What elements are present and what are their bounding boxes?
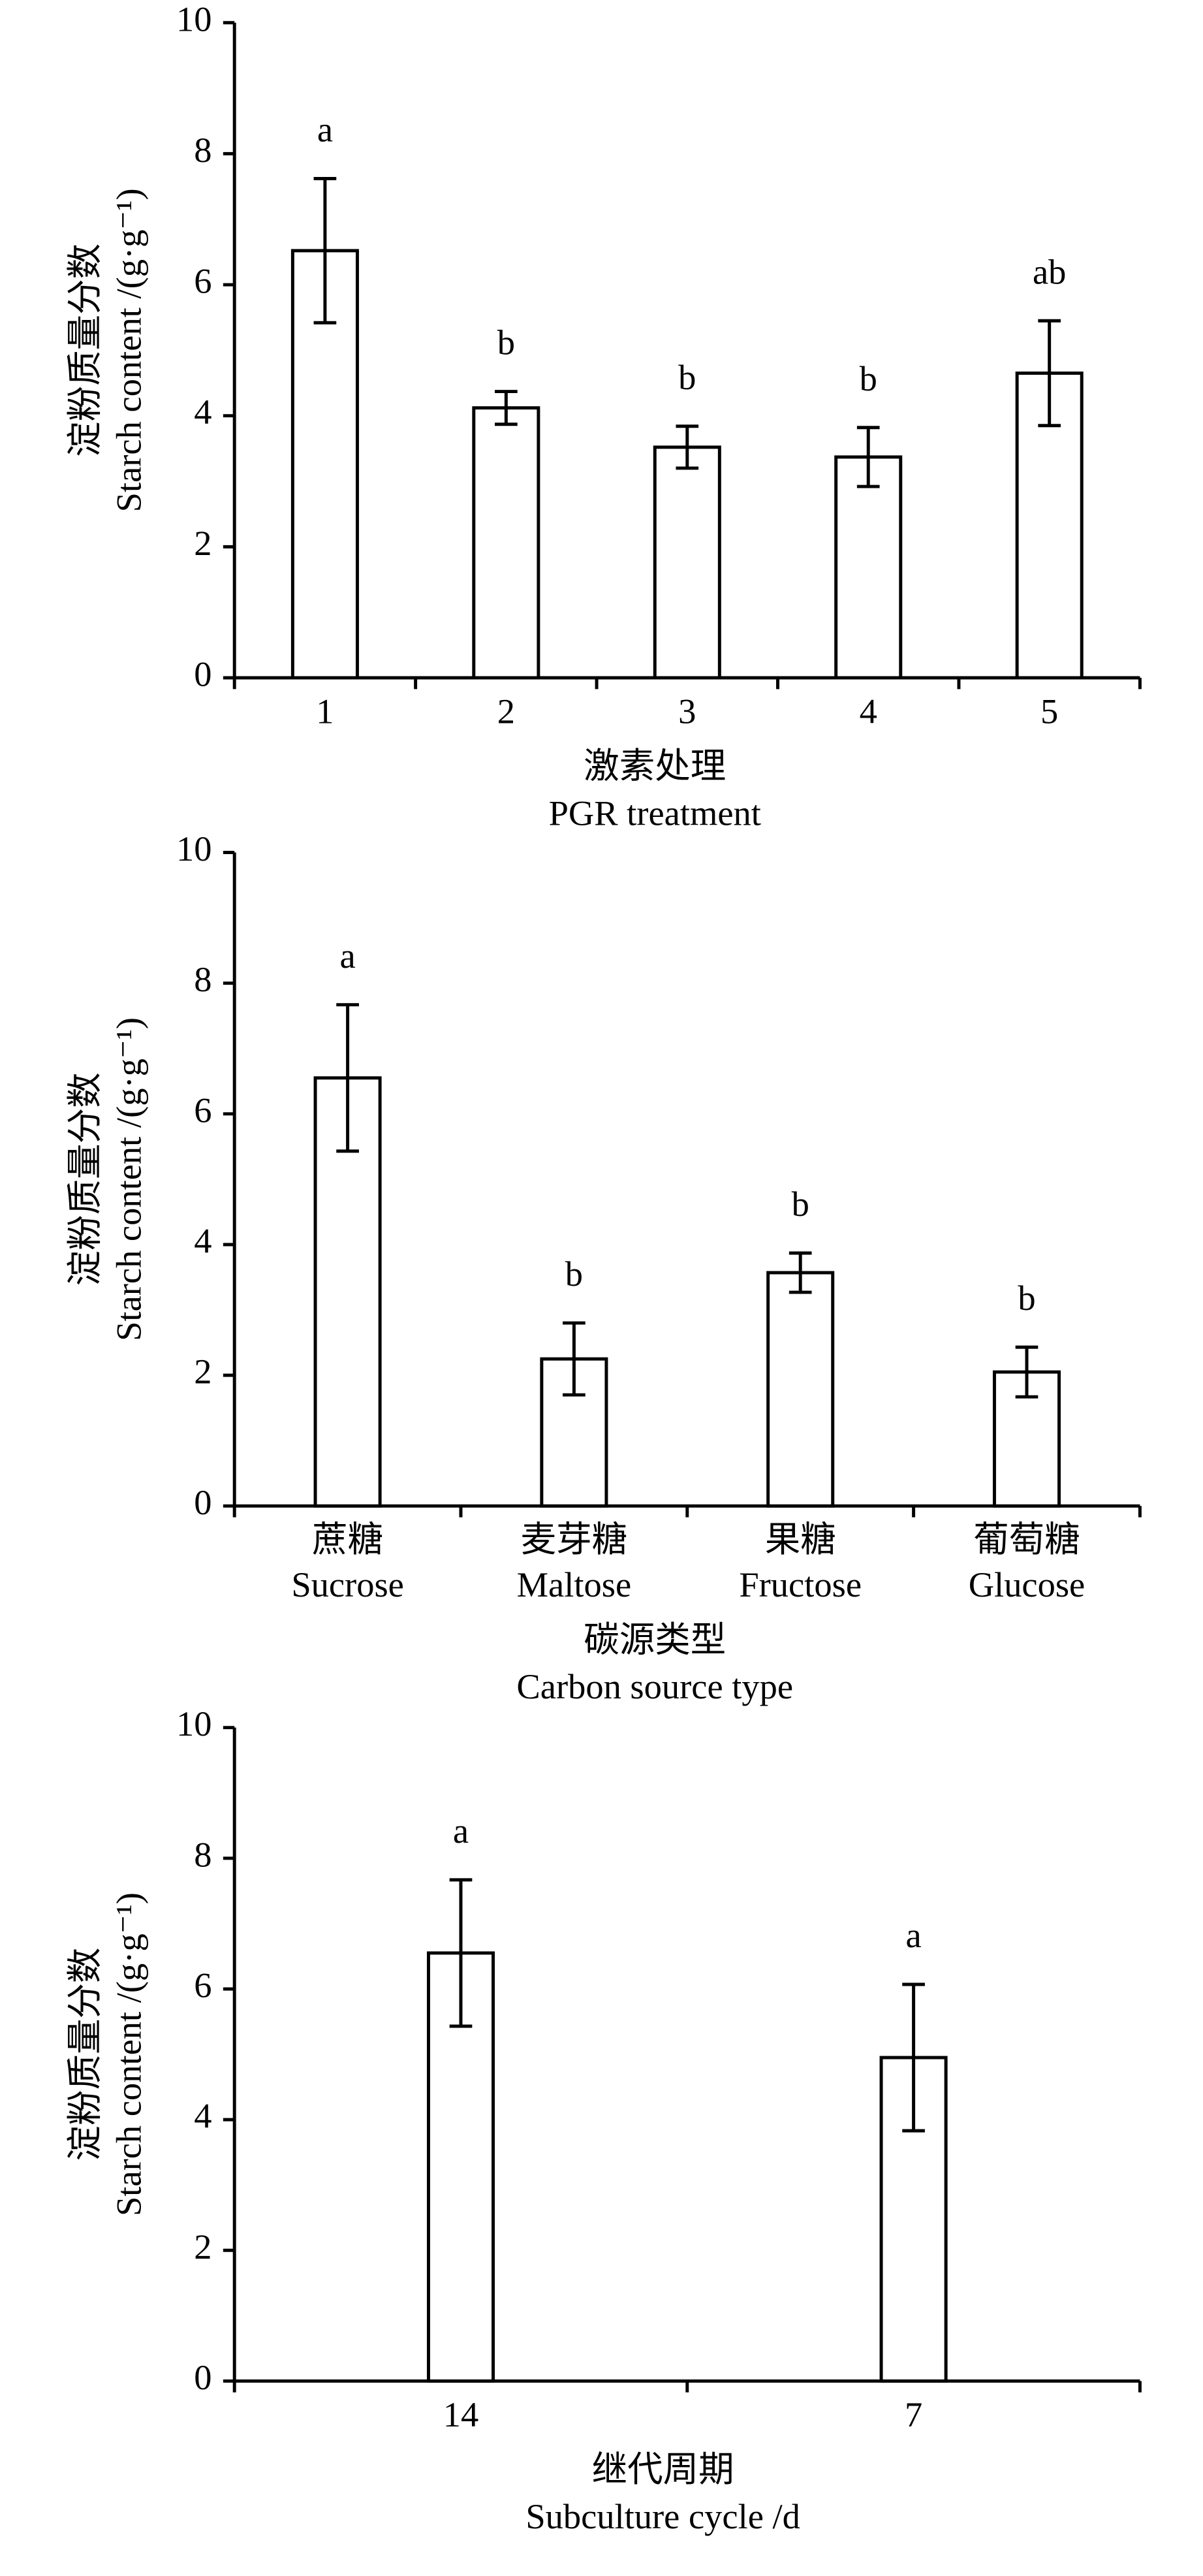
significance-label: b	[1018, 1278, 1035, 1318]
significance-label: a	[339, 936, 355, 976]
y-tick-label: 0	[194, 1482, 211, 1522]
x-tick-label: 5	[1040, 691, 1058, 731]
y-tick-label: 8	[194, 1834, 211, 1874]
significance-label: a	[453, 1811, 469, 1851]
y-tick-label: 10	[176, 0, 211, 39]
bar	[834, 455, 903, 680]
x-axis-label: Carbon source type	[516, 1666, 793, 1706]
significance-label: ab	[1033, 251, 1066, 291]
y-axis-label: Starch content /(g·g⁻¹)	[109, 1892, 149, 2216]
error-bar	[1015, 1345, 1039, 1399]
significance-label: b	[792, 1184, 809, 1224]
y-tick-label: 2	[194, 523, 211, 563]
significance-label: b	[678, 357, 696, 397]
y-tick-label: 0	[194, 2357, 211, 2397]
error-bar	[1038, 319, 1061, 428]
x-tick-label: 1	[316, 691, 334, 731]
error-bar	[856, 426, 880, 488]
error-bar	[902, 1982, 925, 2133]
bar	[290, 249, 359, 680]
y-tick-label: 0	[194, 654, 211, 693]
y-axis-label: 淀粉质量分数	[65, 244, 105, 457]
y-tick-label: 2	[194, 2227, 211, 2266]
y-tick-label: 10	[176, 829, 211, 868]
x-axis-label: PGR treatment	[549, 793, 761, 833]
x-tick-label: Maltose	[517, 1565, 632, 1604]
x-tick-label: 4	[860, 691, 877, 731]
x-axis-label: 碳源类型	[584, 1619, 726, 1659]
x-tick-label: 7	[905, 2394, 922, 2434]
y-tick-label: 2	[194, 1352, 211, 1391]
x-axis-label: 继代周期	[592, 2449, 734, 2489]
x-tick-label: 14	[443, 2394, 478, 2434]
bar	[472, 406, 540, 680]
x-tick-label: 麦芽糖	[521, 1519, 627, 1559]
error-bar	[563, 1321, 586, 1397]
y-tick-label: 10	[176, 1704, 211, 1743]
error-bar	[495, 390, 518, 426]
y-tick-label: 4	[194, 1220, 211, 1260]
x-tick-label: 3	[678, 691, 696, 731]
x-tick-label: Sucrose	[291, 1565, 404, 1604]
x-tick-label: 果糖	[765, 1519, 836, 1559]
significance-label: a	[905, 1915, 921, 1955]
error-bar	[449, 1878, 473, 2028]
y-axis-label: 淀粉质量分数	[65, 1948, 105, 2161]
x-tick-label: Glucose	[969, 1565, 1086, 1604]
x-tick-label: 葡萄糖	[973, 1519, 1080, 1559]
x-tick-label: Fructose	[739, 1565, 862, 1604]
y-tick-label: 6	[194, 261, 211, 301]
error-bar	[313, 177, 337, 325]
y-axis-label: Starch content /(g·g⁻¹)	[109, 1017, 149, 1341]
x-axis-label: Subculture cycle /d	[525, 2496, 800, 2536]
significance-label: b	[497, 323, 515, 362]
y-tick-label: 4	[194, 2096, 211, 2136]
significance-label: b	[860, 358, 877, 398]
bar	[766, 1271, 835, 1508]
y-tick-label: 8	[194, 130, 211, 170]
significance-label: b	[565, 1254, 583, 1294]
x-tick-label: 蔗糖	[312, 1519, 383, 1559]
y-tick-label: 6	[194, 1090, 211, 1130]
x-tick-label: 2	[497, 691, 515, 731]
error-bar	[676, 424, 699, 470]
error-bar	[336, 1003, 359, 1153]
y-axis-label: 淀粉质量分数	[65, 1072, 105, 1286]
y-tick-label: 6	[194, 1965, 211, 2005]
x-axis-label: 激素处理	[584, 746, 726, 786]
significance-label: a	[317, 110, 333, 150]
bar	[653, 445, 721, 680]
error-bar	[789, 1251, 812, 1294]
y-tick-label: 4	[194, 392, 211, 432]
y-axis-label: Starch content /(g·g⁻¹)	[109, 188, 149, 512]
y-tick-label: 8	[194, 959, 211, 999]
